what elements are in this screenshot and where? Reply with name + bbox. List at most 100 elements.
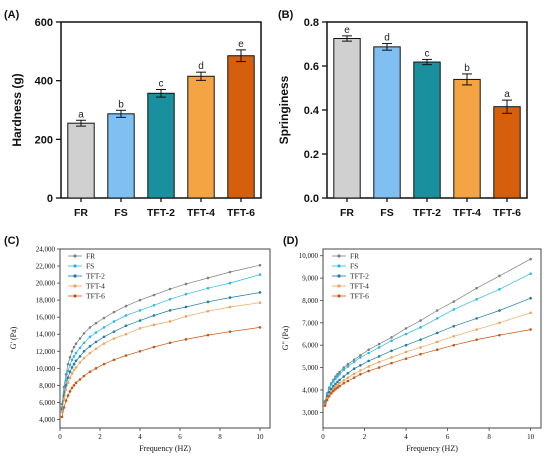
d-series-tft-4-point [330, 390, 333, 393]
d-series-tft-2-point [529, 296, 532, 300]
c-series-fr-point [228, 270, 232, 274]
c-series-tft-6-point [66, 394, 70, 397]
d-ytick-label: 4,000 [302, 386, 318, 394]
d-series-fr-point [452, 300, 456, 303]
d-series-tft-2-point [377, 355, 381, 358]
d-series-tft-4-point [377, 360, 381, 364]
d-series-tft-2-point [336, 380, 339, 384]
d-series-tft-2-point [367, 359, 370, 363]
c-xtick-label: 10 [257, 433, 265, 441]
c-series-fr-point [72, 345, 76, 349]
c-series-tft-2-point [168, 309, 172, 312]
a-significance-label: a [78, 109, 84, 120]
panel-b-letter: (B) [278, 9, 294, 21]
d-series-tft-6-point [330, 392, 333, 395]
d-series-fs-point [346, 365, 350, 368]
b-ytick-label: 0.8 [304, 17, 319, 29]
d-series-tft-6-point [332, 389, 335, 393]
a-ytick-label: 200 [35, 134, 53, 146]
c-series-tft-2-point [138, 319, 142, 322]
c-series-tft-6-point [62, 406, 66, 409]
c-series-tft-2-point [206, 300, 210, 304]
c-series-fs-point [72, 355, 76, 358]
d-ytick-label: 3,000 [302, 409, 318, 417]
c-series-tft-6-point [124, 354, 128, 357]
d-series-tft-6-line [324, 329, 531, 406]
a-xtick-label: TFT-4 [187, 207, 215, 219]
d-series-tft-4-point [419, 346, 422, 349]
c-series-tft-2-point [68, 370, 72, 374]
c-series-tft-6-point [74, 381, 78, 385]
panel-b: (B) Springiness 0.0 0.2 0.4 0.6 0.8 FR FS TFT-2… [277, 9, 528, 219]
c-series-tft-4-line [61, 302, 261, 412]
b-significance-label: a [504, 89, 510, 100]
c-legend-marker-tft-2 [73, 274, 77, 278]
d-series-fr-point [359, 353, 362, 357]
c-series-tft-4-point [124, 332, 128, 336]
c-ytick-label: 18,000 [36, 297, 56, 305]
d-series-tft-6-point [419, 352, 422, 356]
panel-d-lines [323, 257, 532, 407]
d-series-fr-point [346, 362, 350, 366]
c-series-tft-4-point [228, 305, 232, 309]
c-legend-marker-fr [73, 254, 77, 258]
c-series-tft-4-point [68, 376, 72, 380]
c-legend-marker-tft-6 [73, 294, 77, 298]
d-xtick-label: 6 [446, 433, 450, 441]
a-xtick-label: FR [74, 207, 88, 219]
c-series-tft-6-point [94, 367, 98, 370]
c-series-fr-point [68, 355, 72, 359]
c-series-tft-2-point [258, 291, 262, 294]
c-series-tft-6-point [138, 349, 142, 353]
d-series-tft-2-point [404, 343, 408, 347]
c-series-fs-point [138, 309, 142, 312]
d-legend-label-fs: FS [350, 262, 358, 271]
c-series-fs-point [88, 335, 92, 339]
c-series-tft-2-point [94, 340, 98, 344]
c-ytick-label: 8,000 [39, 382, 55, 390]
c-series-fs-point [124, 314, 128, 317]
d-series-tft-4-point [390, 356, 393, 359]
c-series-fr-point [78, 337, 82, 340]
b-bar-fs [373, 46, 401, 199]
d-series-fr-point [334, 375, 337, 378]
d-series-tft-2-point [452, 324, 456, 328]
d-series-tft-2-point [475, 317, 478, 320]
d-series-fr-point [336, 373, 339, 376]
panel-a-letter: (A) [4, 9, 20, 21]
c-series-tft-2-point [78, 355, 82, 358]
b-significance-label: c [425, 48, 430, 59]
d-ytick-label: 6,000 [302, 342, 318, 350]
d-series-tft-4-point [338, 381, 341, 385]
c-ytick-label: 16,000 [36, 314, 56, 322]
d-series-fs-point [390, 339, 393, 343]
b-xtick-label: TFT-6 [493, 207, 521, 219]
c-series-fr-point [112, 310, 116, 314]
b-bar-fr [333, 38, 361, 199]
a-xtick-label: FS [114, 207, 127, 219]
c-series-tft-2-point [70, 366, 74, 369]
d-series-fs-point [377, 346, 381, 349]
a-bar-tft-4 [187, 75, 215, 199]
b-xtick-label: FS [380, 207, 393, 219]
d-series-tft-2-point [338, 378, 341, 382]
c-series-fs-point [68, 363, 72, 367]
d-series-fs-point [498, 287, 501, 291]
d-series-fr-point [367, 348, 370, 351]
c-series-fs-point [258, 273, 262, 276]
c-series-tft-2-line [61, 292, 261, 410]
c-series-tft-6-point [102, 362, 106, 366]
c-ytick-label: 10,000 [36, 365, 56, 373]
d-series-fr-point [475, 286, 478, 290]
panel-a-yticks: 0 200 400 600 FR FS TFT-2 TFT-4 TFT-6 [35, 17, 256, 219]
c-legend-label-tft-2: TFT-2 [86, 272, 105, 281]
d-series-tft-4-line [324, 312, 531, 405]
panel-d-plot-frame [322, 248, 542, 429]
c-series-fs-point [78, 346, 82, 350]
d-series-tft-2-point [498, 309, 501, 312]
panel-c-ylabel: G' (Pa) [9, 326, 18, 349]
c-series-tft-4-point [152, 323, 156, 327]
d-series-tft-4-point [342, 379, 346, 382]
c-series-tft-6-point [206, 333, 210, 337]
